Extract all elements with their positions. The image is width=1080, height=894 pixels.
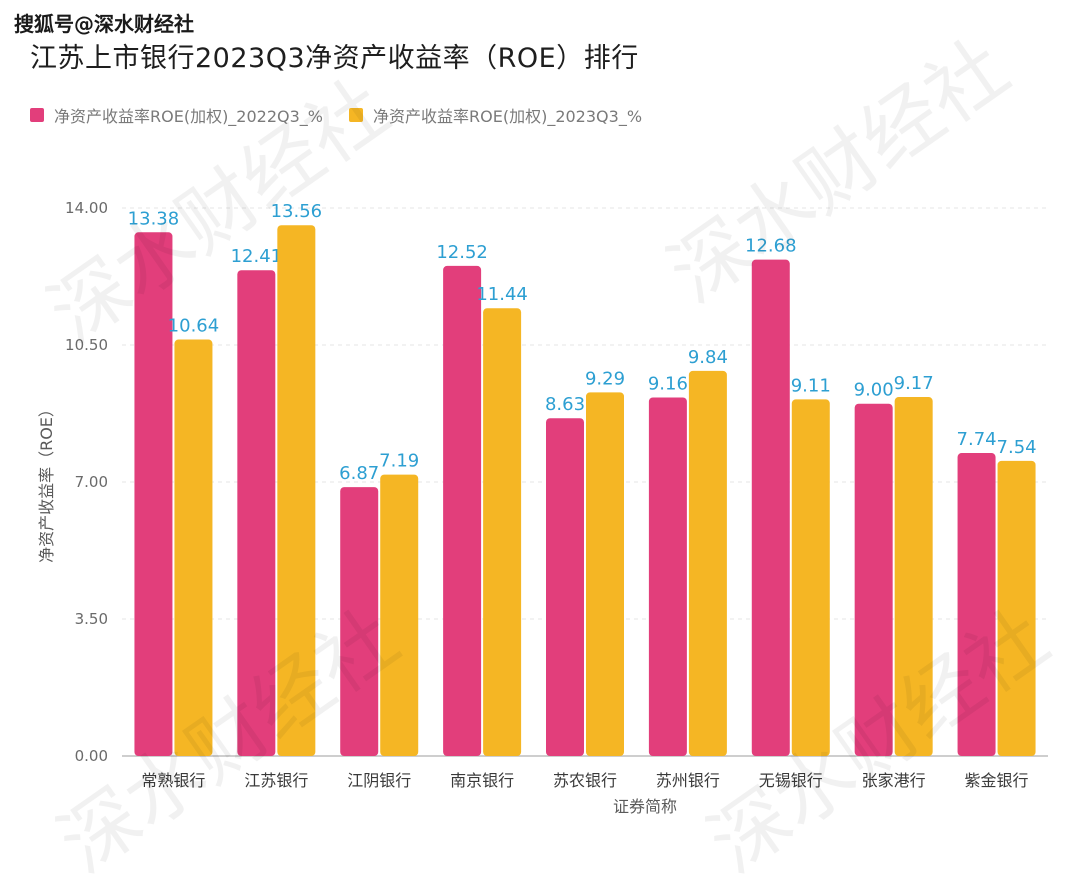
y-tick-label: 10.50 bbox=[65, 336, 108, 354]
y-tick-label: 3.50 bbox=[75, 610, 108, 628]
legend-label-2023: 净资产收益率ROE(加权)_2023Q3_% bbox=[373, 107, 643, 126]
x-tick-label: 南京银行 bbox=[450, 771, 514, 790]
bar-2022 bbox=[340, 487, 379, 756]
bar-2023 bbox=[894, 397, 933, 756]
y-tick-label: 7.00 bbox=[75, 473, 108, 491]
x-tick-label: 张家港行 bbox=[862, 771, 926, 790]
data-label: 9.17 bbox=[894, 373, 934, 394]
data-label: 13.56 bbox=[271, 201, 323, 222]
bar-2022 bbox=[546, 418, 584, 756]
bar-2023 bbox=[483, 308, 522, 756]
bar-2022 bbox=[134, 232, 173, 757]
x-tick-label: 江苏银行 bbox=[244, 771, 308, 790]
data-label: 10.64 bbox=[168, 316, 220, 337]
data-label: 13.38 bbox=[128, 208, 180, 229]
data-label: 8.63 bbox=[545, 394, 585, 415]
bar-chart: 0.00 3.50 7.00 10.50 14.00 净资产收益率（ROE） 证券简称 常熟银… bbox=[37, 199, 1048, 816]
x-tick-label: 紫金银行 bbox=[965, 771, 1029, 790]
x-tick-label: 无锡银行 bbox=[759, 771, 823, 790]
bar-2023 bbox=[277, 225, 316, 757]
y-tick-label: 0.00 bbox=[75, 747, 108, 765]
data-label: 12.52 bbox=[436, 242, 488, 263]
x-tick-label: 苏农银行 bbox=[553, 771, 617, 790]
bar-2022 bbox=[237, 270, 276, 756]
bar-2022 bbox=[648, 397, 687, 756]
data-label: 9.11 bbox=[791, 375, 831, 396]
chart-title: 江苏上市银行2023Q3净资产收益率（ROE）排行 bbox=[30, 43, 639, 74]
legend-label-2022: 净资产收益率ROE(加权)_2022Q3_% bbox=[54, 107, 324, 126]
x-axis-label: 证券简称 bbox=[613, 797, 677, 816]
data-label: 9.16 bbox=[648, 373, 688, 394]
data-label: 7.19 bbox=[379, 451, 419, 472]
legend-item-2023: 净资产收益率ROE(加权)_2023Q3_% bbox=[349, 103, 642, 127]
bar-2022 bbox=[957, 453, 996, 756]
bar-2023 bbox=[586, 392, 624, 756]
data-label: 12.41 bbox=[231, 246, 283, 267]
legend-swatch-2022 bbox=[30, 108, 44, 122]
data-label: 9.84 bbox=[688, 347, 728, 368]
data-label: 11.44 bbox=[476, 284, 528, 305]
legend-swatch-2023 bbox=[349, 108, 364, 122]
bar-2022 bbox=[854, 403, 893, 756]
x-tick-label: 常熟银行 bbox=[141, 771, 205, 790]
y-tick-label: 14.00 bbox=[65, 199, 108, 217]
bar-2023 bbox=[688, 370, 727, 756]
x-tick-label: 苏州银行 bbox=[656, 771, 720, 790]
bar-2022 bbox=[751, 259, 790, 756]
x-tick-label: 江阴银行 bbox=[347, 771, 411, 790]
data-label: 9.00 bbox=[854, 380, 894, 401]
source-label: 搜狐号@深水财经社 bbox=[14, 12, 194, 36]
bar-2023 bbox=[791, 399, 830, 756]
data-label: 7.74 bbox=[957, 429, 997, 450]
bar-2023 bbox=[997, 460, 1036, 756]
bar-2022 bbox=[443, 265, 482, 756]
bar-2023 bbox=[380, 474, 419, 756]
data-label: 7.54 bbox=[997, 437, 1037, 458]
data-label: 6.87 bbox=[339, 463, 379, 484]
legend: 净资产收益率ROE(加权)_2022Q3_% 净资产收益率ROE(加权)_202… bbox=[30, 103, 668, 127]
data-label: 9.29 bbox=[585, 368, 625, 389]
bar-2023 bbox=[174, 339, 213, 756]
legend-item-2022: 净资产收益率ROE(加权)_2022Q3_% bbox=[30, 103, 323, 127]
y-axis-label: 净资产收益率（ROE） bbox=[37, 401, 56, 563]
data-label: 12.68 bbox=[745, 236, 797, 257]
